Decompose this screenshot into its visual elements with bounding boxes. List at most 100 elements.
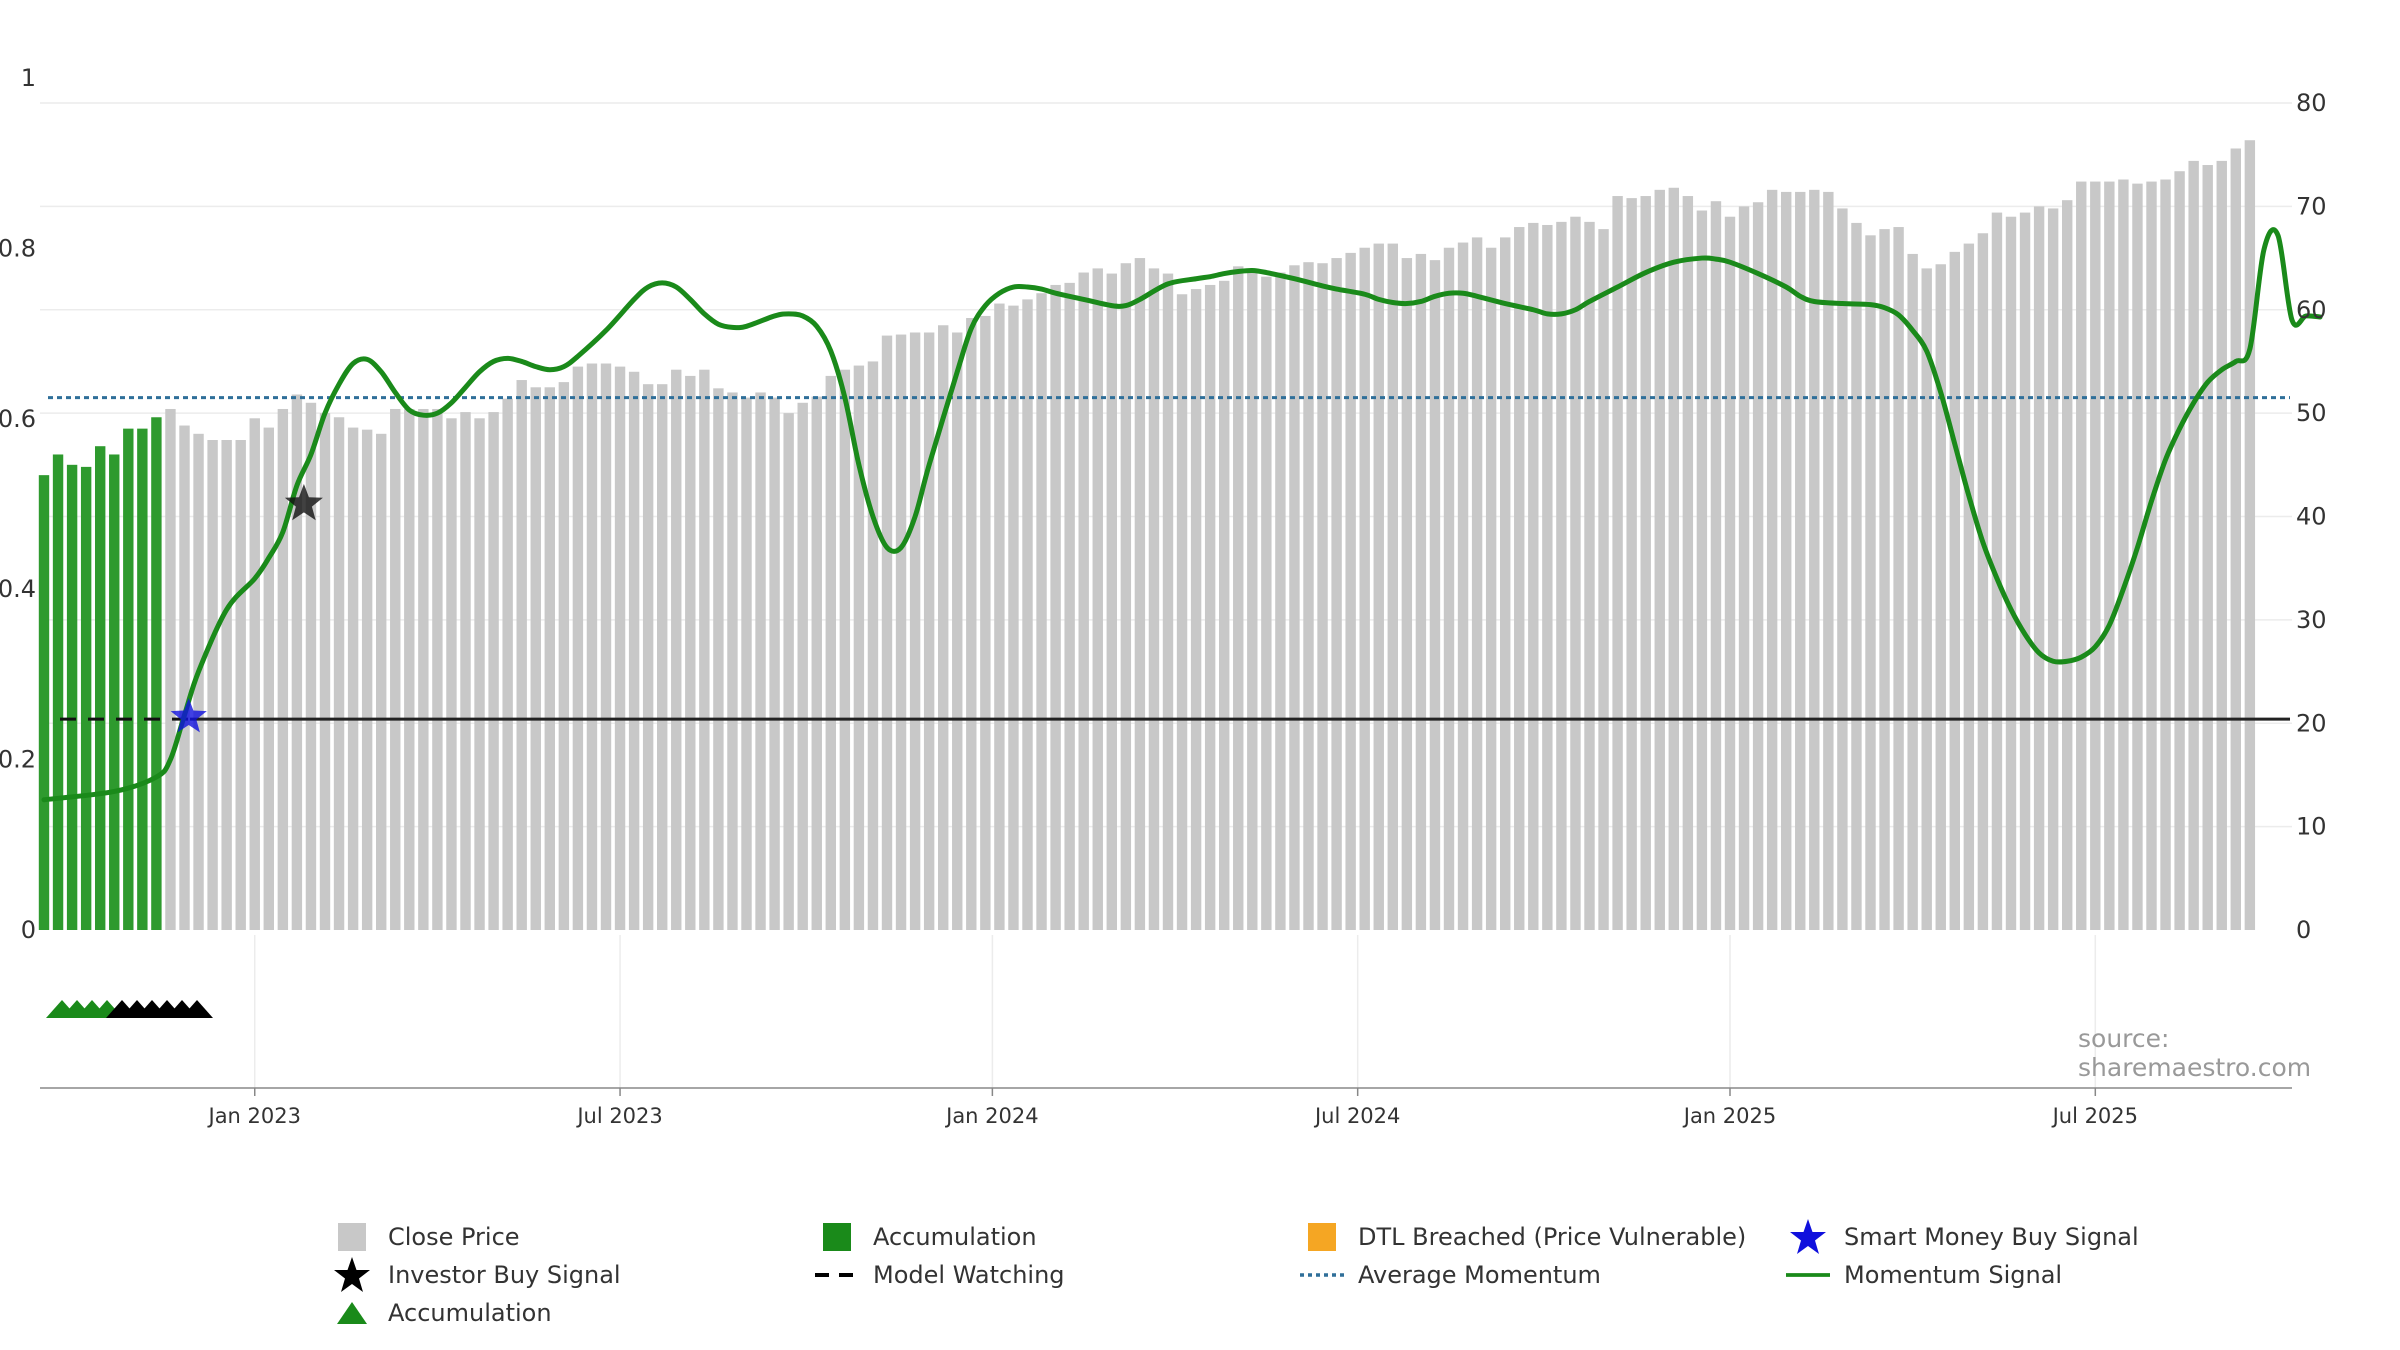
price-bar	[347, 427, 359, 930]
price-bar	[1022, 299, 1033, 931]
right-tick-label: 0	[2296, 916, 2311, 944]
price-bar	[966, 318, 977, 930]
price-bar	[1724, 216, 1736, 930]
price-bar	[474, 418, 485, 930]
price-bar	[1275, 272, 1286, 930]
signal-markers	[46, 484, 323, 1018]
price-bar	[319, 413, 331, 930]
legend-model-watching-label: Model Watching	[873, 1261, 1065, 1289]
price-bar	[390, 408, 401, 930]
solid-line-icon	[1786, 1273, 1830, 1277]
price-bar	[1429, 260, 1441, 930]
price-bar	[1795, 191, 1806, 931]
left-tick-label: 0.2	[0, 746, 36, 774]
price-bar	[1134, 258, 1146, 930]
price-bar	[2076, 181, 2087, 930]
x-tick-label: Jul 2024	[1313, 1104, 1400, 1128]
price-bar	[2132, 183, 2143, 930]
price-bar	[1556, 221, 1567, 931]
accumulation-bar	[80, 466, 92, 930]
price-bar	[895, 334, 907, 930]
dotted-line-icon	[1300, 1273, 1344, 1277]
price-bar	[488, 412, 499, 930]
price-bar	[432, 408, 443, 930]
dtl-swatch	[1308, 1223, 1336, 1251]
price-bar	[1219, 280, 1230, 930]
price-bar	[1738, 206, 1750, 930]
price-bar	[586, 363, 598, 930]
price-bar	[249, 418, 260, 930]
price-bar	[1598, 229, 1609, 930]
price-bar	[544, 387, 555, 930]
legend: Close Price Accumulation DTL Breached (P…	[0, 1200, 2400, 1350]
price-bar	[1907, 253, 1918, 931]
price-bar	[1837, 208, 1848, 930]
price-bar	[235, 440, 246, 930]
price-bar	[1289, 265, 1300, 931]
price-bar	[376, 433, 387, 930]
price-bar	[923, 332, 935, 930]
price-bar	[980, 315, 991, 930]
price-bar	[741, 397, 752, 930]
price-bar	[2174, 171, 2185, 931]
price-bar	[938, 325, 949, 931]
price-bar	[1949, 251, 1960, 931]
price-bar	[825, 375, 836, 930]
x-tick-label: Jul 2023	[575, 1104, 662, 1128]
price-bar	[2216, 160, 2227, 930]
price-bar	[179, 425, 190, 930]
price-bar	[1514, 227, 1525, 931]
price-bar	[2160, 179, 2171, 930]
right-tick-label: 70	[2296, 192, 2327, 220]
accumulation-bar	[66, 464, 78, 930]
accumulation-bar	[151, 417, 162, 930]
price-bar	[1485, 247, 1497, 931]
accumulation-triangle	[181, 1000, 213, 1018]
close-price-swatch	[338, 1223, 366, 1251]
legend-accumulation-marker-label: Accumulation	[388, 1299, 552, 1327]
price-bar	[2090, 181, 2101, 930]
price-bar	[2033, 206, 2045, 930]
price-bar	[600, 363, 612, 930]
price-bar	[1612, 196, 1623, 931]
price-bar	[165, 408, 176, 930]
accumulation-bar	[137, 428, 148, 930]
price-bar	[1331, 258, 1342, 930]
price-bar	[2230, 148, 2241, 931]
price-bar	[755, 392, 766, 930]
left-tick-label: 0.6	[0, 405, 36, 433]
price-bar	[1345, 252, 1356, 931]
legend-investor-buy: Investor Buy Signal	[330, 1257, 621, 1292]
accumulation-bar	[109, 454, 120, 930]
price-bar	[1359, 247, 1370, 931]
source-label: source: sharemaestro.com	[2078, 1024, 2312, 1082]
legend-smart-money: Smart Money Buy Signal	[1786, 1219, 2139, 1254]
x-tick-label: Jan 2024	[944, 1104, 1039, 1128]
price-bar	[2062, 200, 2073, 931]
price-bar	[1233, 266, 1244, 930]
price-bar	[1008, 305, 1019, 930]
price-bar	[1851, 222, 1862, 931]
price-bar	[1148, 268, 1160, 930]
price-bar	[1415, 253, 1427, 931]
price-bar	[516, 380, 527, 930]
price-bar	[1092, 268, 1103, 930]
price-bar	[1823, 191, 1834, 931]
right-tick-label: 40	[2296, 503, 2327, 531]
right-tick-label: 10	[2296, 813, 2327, 841]
price-bar	[305, 402, 317, 931]
price-bar	[642, 384, 654, 930]
left-tick-label: 0.8	[0, 234, 36, 262]
accumulation-bar	[123, 428, 134, 930]
price-bar	[628, 371, 640, 930]
price-bar	[1050, 284, 1061, 930]
price-bar	[769, 397, 780, 930]
price-bar	[2005, 216, 2017, 930]
price-bar	[2146, 181, 2157, 930]
momentum-signal-line	[41, 227, 2323, 803]
reference-lines	[48, 396, 2290, 721]
price-bar	[994, 303, 1005, 930]
price-bar	[1977, 233, 1989, 930]
price-bar	[839, 369, 851, 930]
price-bar	[291, 394, 303, 931]
